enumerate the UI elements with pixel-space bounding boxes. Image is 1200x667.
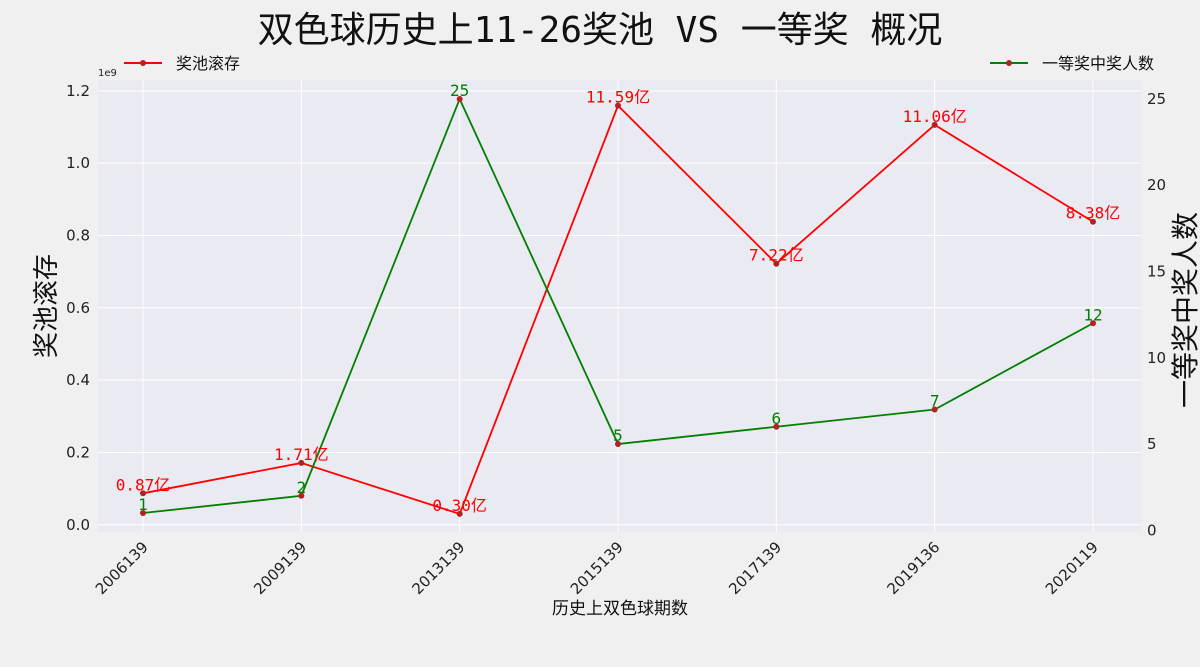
data-point	[931, 121, 938, 128]
data-point	[298, 492, 305, 499]
y-tick-right-label: 10	[1147, 349, 1166, 367]
legend-left: 奖池滚存	[124, 54, 240, 73]
data-label: 8.38亿	[1066, 204, 1121, 223]
data-label: 1	[138, 495, 148, 514]
plot-area	[98, 80, 1141, 532]
data-point	[615, 102, 621, 109]
y-tick-right-label: 5	[1147, 435, 1157, 453]
data-point	[773, 260, 780, 267]
grid	[98, 80, 1141, 532]
y-tick-left-label: 0.8	[66, 226, 90, 244]
y-tick-right-label: 0	[1147, 521, 1157, 539]
scale-note: 1e9	[98, 68, 117, 79]
data-point	[931, 406, 938, 413]
y-tick-left-label: 1.2	[66, 82, 90, 100]
y-tick-right-label: 20	[1147, 176, 1166, 194]
data-label: 25	[450, 81, 469, 100]
y-axis-label-right: 一等奖中奖人数	[1169, 212, 1200, 408]
data-label: 7.22亿	[749, 246, 804, 265]
data-point	[1090, 218, 1096, 225]
data-label: 2	[297, 478, 307, 497]
data-point	[456, 510, 463, 517]
y-tick-left-label: 0.4	[66, 371, 90, 389]
data-point	[298, 459, 305, 466]
data-point	[1090, 320, 1096, 327]
x-axis-label: 历史上双色球期数	[552, 599, 688, 619]
data-label: 6	[772, 409, 782, 428]
legend-label-winners: 一等奖中奖人数	[1042, 54, 1154, 73]
y-axis-label-left: 奖池滚存	[32, 254, 62, 358]
data-label: 0.30亿	[432, 496, 487, 515]
y-tick-left-label: 0.0	[66, 516, 90, 534]
chart-title: 双色球历史上11-26奖池 VS 一等奖 概况	[258, 10, 943, 51]
legend-right: 一等奖中奖人数	[990, 54, 1154, 73]
y-tick-right-label: 25	[1147, 90, 1166, 108]
data-point	[773, 423, 780, 430]
data-point	[140, 490, 146, 497]
data-label: 11.06亿	[903, 107, 967, 126]
y-tick-left-label: 0.2	[66, 443, 90, 461]
data-point	[615, 441, 621, 448]
y-tick-left-label: 1.0	[66, 154, 90, 172]
data-point	[456, 95, 463, 102]
data-label: 7	[930, 392, 940, 411]
data-label: 11.59亿	[586, 88, 650, 107]
data-label: 1.71亿	[274, 445, 329, 464]
data-label: 5	[613, 426, 623, 445]
legend-label-pool: 奖池滚存	[176, 54, 240, 73]
data-label: 12	[1083, 305, 1102, 324]
y-tick-left-label: 0.6	[66, 299, 90, 317]
y-tick-right-label: 15	[1147, 262, 1166, 280]
data-label: 0.87亿	[116, 475, 171, 494]
data-point	[140, 510, 146, 517]
